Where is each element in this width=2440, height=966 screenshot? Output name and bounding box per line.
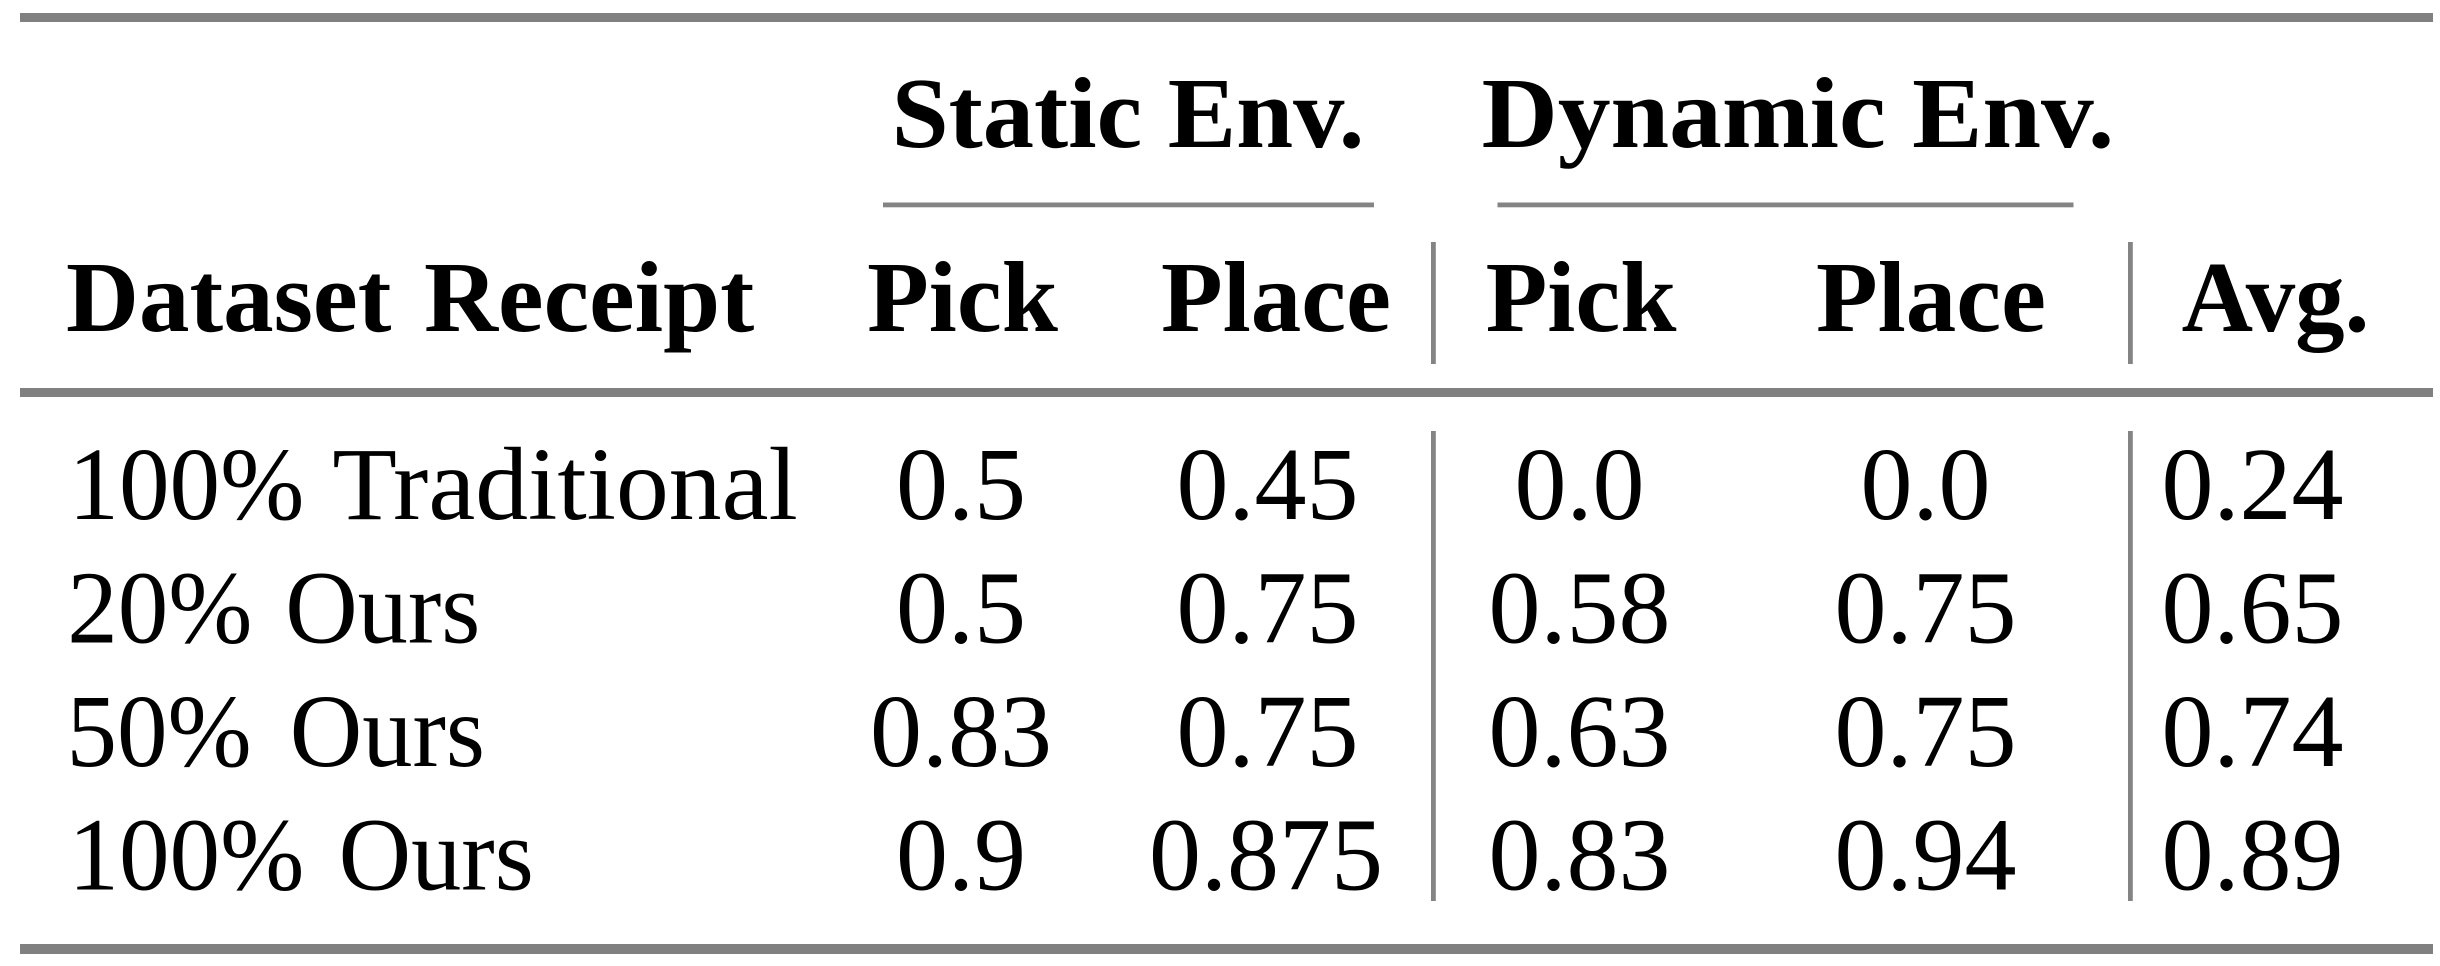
svg-text:0.875: 0.875 <box>1149 798 1383 913</box>
svg-text:Dataset: Dataset <box>66 241 392 353</box>
svg-text:100%: 100% <box>68 798 304 913</box>
svg-text:0.75: 0.75 <box>1835 674 2017 789</box>
svg-text:Dynamic Env.: Dynamic Env. <box>1482 57 2115 169</box>
svg-text:Pick: Pick <box>1486 241 1678 353</box>
svg-text:0.89: 0.89 <box>2162 798 2344 913</box>
svg-text:Place: Place <box>1816 241 2046 353</box>
svg-text:0.75: 0.75 <box>1177 551 1359 666</box>
svg-text:0.45: 0.45 <box>1177 427 1359 542</box>
svg-text:0.0: 0.0 <box>1861 427 1991 542</box>
svg-text:Traditional: Traditional <box>332 427 797 542</box>
svg-text:Place: Place <box>1161 241 1391 353</box>
svg-text:100%: 100% <box>68 427 304 542</box>
svg-text:Avg.: Avg. <box>2182 241 2370 353</box>
svg-text:0.83: 0.83 <box>870 674 1052 789</box>
svg-text:Static Env.: Static Env. <box>892 57 1365 169</box>
svg-text:0.58: 0.58 <box>1489 551 1671 666</box>
svg-text:0.24: 0.24 <box>2162 427 2344 542</box>
svg-text:0.5: 0.5 <box>896 427 1026 542</box>
svg-text:20%: 20% <box>67 551 252 666</box>
svg-text:Ours: Ours <box>290 674 485 789</box>
svg-text:0.75: 0.75 <box>1835 551 2017 666</box>
svg-text:0.0: 0.0 <box>1515 427 1645 542</box>
svg-text:Pick: Pick <box>867 241 1059 353</box>
svg-text:0.75: 0.75 <box>1177 674 1359 789</box>
svg-text:Ours: Ours <box>285 551 480 666</box>
svg-text:0.94: 0.94 <box>1835 798 2017 913</box>
svg-text:Ours: Ours <box>339 798 534 913</box>
svg-text:0.74: 0.74 <box>2162 674 2344 789</box>
svg-text:0.9: 0.9 <box>896 798 1026 913</box>
svg-text:50%: 50% <box>67 674 252 789</box>
svg-text:0.65: 0.65 <box>2162 551 2344 666</box>
svg-text:Receipt: Receipt <box>424 241 755 353</box>
svg-text:0.5: 0.5 <box>896 551 1026 666</box>
svg-text:0.83: 0.83 <box>1489 798 1671 913</box>
svg-text:0.63: 0.63 <box>1489 674 1671 789</box>
